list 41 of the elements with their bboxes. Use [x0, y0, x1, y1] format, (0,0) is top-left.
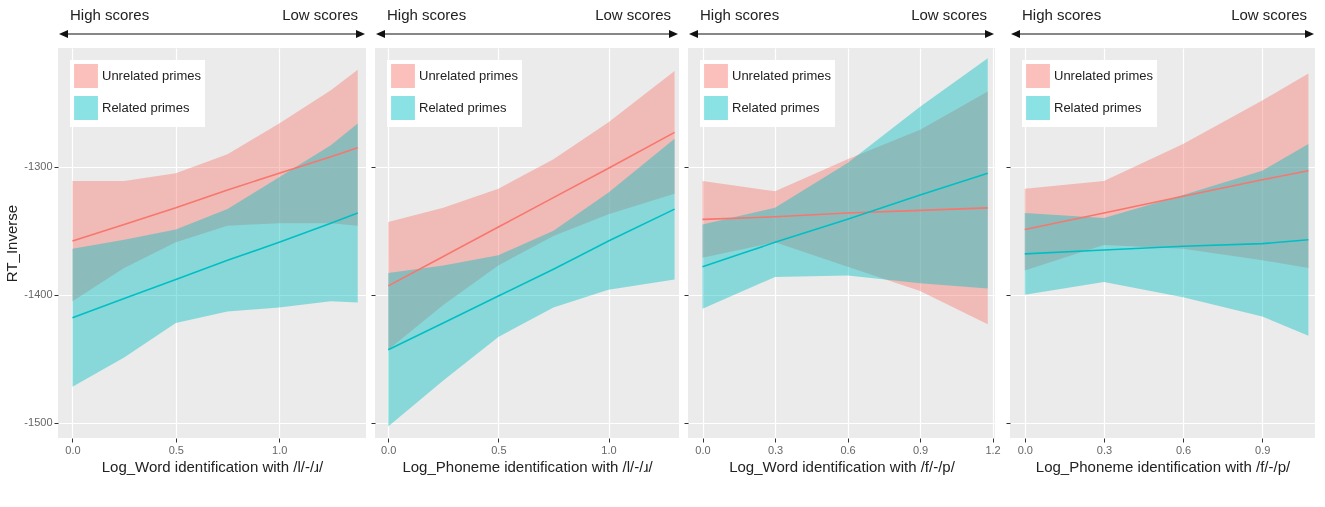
x-tick-label: 1.0	[601, 443, 617, 456]
x-tick-label: 0.3	[767, 443, 784, 456]
x-tick-label: 0.6	[1175, 443, 1192, 456]
x-tick-label: 0.9	[1255, 443, 1271, 456]
text: Low scores	[1231, 6, 1307, 23]
legend-label: Unrelated primes	[732, 68, 832, 83]
x-tick-label: 0.5	[491, 443, 507, 456]
line-series	[71, 146, 359, 242]
x-axis-title: Log_Phoneme identification with /l/-/ɹ/	[402, 457, 654, 475]
y-tick-label: -1300	[24, 160, 53, 173]
x-tick-label: 0.5	[168, 443, 184, 456]
line-series	[71, 212, 359, 319]
legend-label: Related primes	[732, 100, 820, 115]
x-tick-label: 0.6	[840, 443, 856, 456]
x-tick-label: 0.0	[695, 443, 711, 456]
x-tick-label: 0.3	[1096, 443, 1113, 456]
x-axis-title: Log_Word identification with /l/-/ɹ/	[101, 457, 325, 475]
text: High scores	[1022, 6, 1102, 23]
x-tick-label: 0.0	[65, 443, 81, 456]
x-tick-label: 1.2	[985, 443, 1001, 456]
text: High scores	[700, 6, 780, 23]
text: High scores	[70, 6, 150, 23]
text: High scores	[387, 6, 467, 23]
legend-label: Related primes	[102, 100, 190, 115]
legend-label: Unrelated primes	[419, 68, 519, 83]
x-tick-label: 0.0	[381, 443, 397, 456]
text: Low scores	[911, 6, 987, 23]
x-axis-title: Log_Phoneme identification with /f/-/p/	[1035, 457, 1291, 475]
x-tick-label: 0.9	[912, 443, 929, 456]
y-axis-title: RT_Inverse	[3, 204, 21, 283]
y-tick-label: -1500	[24, 416, 53, 429]
y-tick-label: -1400	[24, 288, 53, 301]
x-tick-label: 1.0	[272, 443, 288, 456]
text: Low scores	[282, 6, 358, 23]
legend-label: Related primes	[419, 100, 507, 115]
legend-label: Related primes	[1054, 100, 1142, 115]
x-axis-title: Log_Word identification with /f/-/p/	[729, 457, 956, 475]
x-tick-label: 0.0	[1017, 443, 1033, 456]
legend-label: Unrelated primes	[102, 68, 202, 83]
legend-label: Unrelated primes	[1054, 68, 1154, 83]
text: Low scores	[595, 6, 671, 23]
